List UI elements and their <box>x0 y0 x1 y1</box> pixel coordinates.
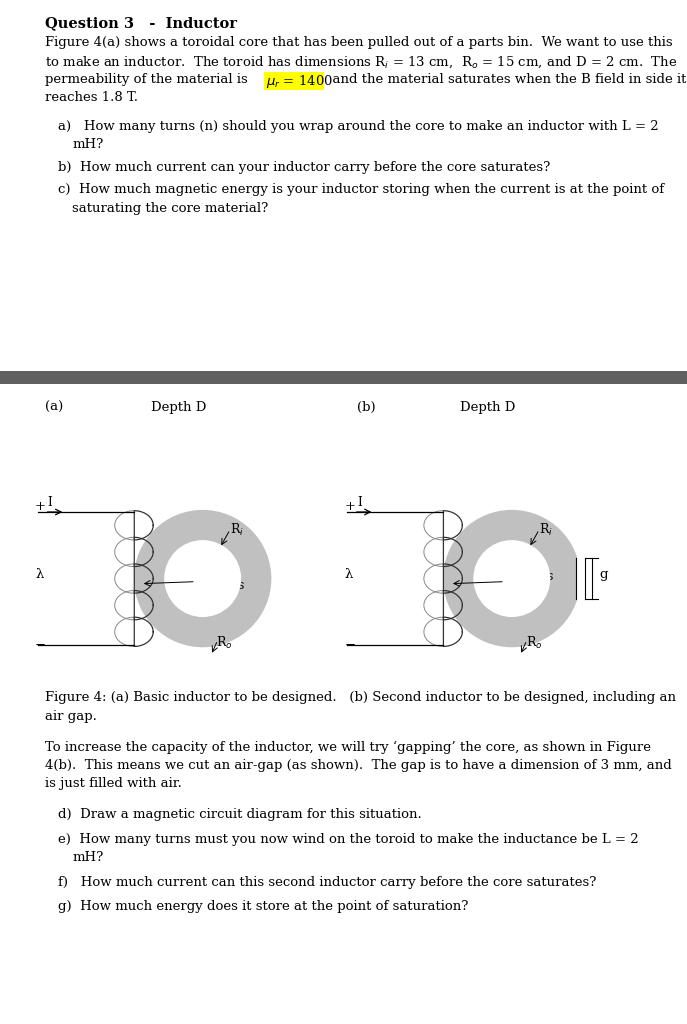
Text: I: I <box>48 496 52 509</box>
Text: and the material saturates when the B field in side it: and the material saturates when the B fi… <box>324 73 686 86</box>
Text: Question 3   -  Inductor: Question 3 - Inductor <box>45 16 236 31</box>
Text: reaches 1.8 T.: reaches 1.8 T. <box>45 91 137 104</box>
Text: b)  How much current can your inductor carry before the core saturates?: b) How much current can your inductor ca… <box>58 161 551 174</box>
Bar <box>0 371 687 384</box>
Text: permeability of the material is: permeability of the material is <box>45 73 251 86</box>
Text: a)   How many turns (n) should you wrap around the core to make an inductor with: a) How many turns (n) should you wrap ar… <box>58 120 659 133</box>
Text: N turns: N turns <box>196 579 244 592</box>
Text: g: g <box>600 568 608 582</box>
Ellipse shape <box>134 510 271 647</box>
Text: +: + <box>35 500 46 513</box>
Ellipse shape <box>443 510 581 647</box>
Text: I: I <box>357 496 361 509</box>
Text: (b): (b) <box>357 401 376 415</box>
Text: Depth D: Depth D <box>151 401 207 415</box>
Text: R$_o$: R$_o$ <box>216 635 233 651</box>
Text: d)  Draw a magnetic circuit diagram for this situation.: d) Draw a magnetic circuit diagram for t… <box>58 808 422 821</box>
Ellipse shape <box>473 540 550 617</box>
Text: R$_i$: R$_i$ <box>230 522 244 539</box>
Text: to make an inductor.  The toroid has dimensions R$_i$ = 13 cm,  R$_o$ = 15 cm, a: to make an inductor. The toroid has dime… <box>45 54 677 70</box>
Text: λ: λ <box>35 568 43 582</box>
Text: λ: λ <box>344 568 352 582</box>
Text: Figure 4(a) shows a toroidal core that has been pulled out of a parts bin.  We w: Figure 4(a) shows a toroidal core that h… <box>45 36 673 49</box>
Text: saturating the core material?: saturating the core material? <box>72 202 269 215</box>
Text: −: − <box>344 639 355 652</box>
FancyBboxPatch shape <box>264 72 324 90</box>
Text: To increase the capacity of the inductor, we will try ‘gapping’ the core, as sho: To increase the capacity of the inductor… <box>45 740 651 754</box>
Text: +: + <box>344 500 355 513</box>
Text: air gap.: air gap. <box>45 710 97 723</box>
Bar <box>576 558 585 599</box>
Text: Figure 4: (a) Basic inductor to be designed.   (b) Second inductor to be designe: Figure 4: (a) Basic inductor to be desig… <box>45 691 675 705</box>
Text: R$_o$: R$_o$ <box>526 635 542 651</box>
Ellipse shape <box>164 540 241 617</box>
Text: R$_i$: R$_i$ <box>539 522 553 539</box>
Text: Depth D: Depth D <box>460 401 516 415</box>
Text: N turns: N turns <box>505 570 553 584</box>
Text: −: − <box>35 639 46 652</box>
Text: mH?: mH? <box>72 851 103 864</box>
Text: e)  How many turns must you now wind on the toroid to make the inductance be L =: e) How many turns must you now wind on t… <box>58 833 639 846</box>
Text: c)  How much magnetic energy is your inductor storing when the current is at the: c) How much magnetic energy is your indu… <box>58 183 664 197</box>
Text: f)   How much current can this second inductor carry before the core saturates?: f) How much current can this second indu… <box>58 876 597 889</box>
Text: 4(b).  This means we cut an air-gap (as shown).  The gap is to have a dimension : 4(b). This means we cut an air-gap (as s… <box>45 759 671 772</box>
Text: (a): (a) <box>45 401 63 415</box>
Text: g)  How much energy does it store at the point of saturation?: g) How much energy does it store at the … <box>58 900 469 913</box>
Text: $\mu_r$ = 1400: $\mu_r$ = 1400 <box>266 73 333 90</box>
Text: mH?: mH? <box>72 138 103 152</box>
Text: is just filled with air.: is just filled with air. <box>45 777 181 791</box>
